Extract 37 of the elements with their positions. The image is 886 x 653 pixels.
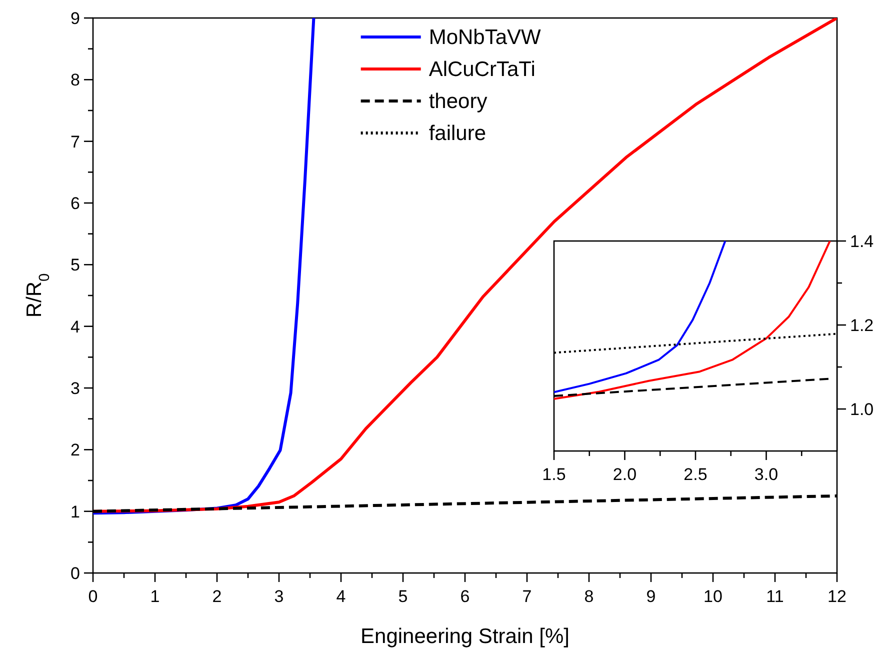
y-tick-label: 0 [70,564,80,583]
y-tick-label: 8 [70,70,80,90]
legend-label: failure [428,122,486,145]
y-tick-label: 9 [70,8,80,28]
x-tick-label: 6 [460,587,470,606]
x-tick-label: 8 [584,587,594,606]
y-tick-label: 6 [70,194,80,213]
y-tick-label: 5 [70,256,80,275]
x-tick-label: 4 [336,587,346,606]
y-tick-label: 4 [70,317,80,336]
y-tick-label: 1 [70,502,80,522]
y-tick-label: 2 [70,440,80,460]
x-axis-title: Engineering Strain [%] [360,625,570,648]
y-tick-label: 3 [70,378,80,398]
x-tick-label: 3 [274,587,284,606]
x-tick-label: 0 [88,587,98,606]
y-tick-label: 7 [70,132,80,152]
legend-label: AlCuCrTaTi [428,58,536,81]
x-tick-label: 12 [828,587,846,606]
x-tick-label: 2 [212,587,222,606]
x-tick-label: 2.5 [684,465,708,484]
x-tick-label: 1 [150,587,160,606]
legend-label: MoNbTaVW [428,26,542,49]
x-tick-label: 11 [766,587,784,606]
legend-label: theory [428,90,488,113]
y-tick-label: 1.0 [850,400,874,419]
y-tick-label: 1.4 [850,232,874,251]
line-series [554,241,831,400]
x-tick-label: 10 [704,587,722,606]
x-tick-label: 7 [522,587,532,606]
x-tick-label: 1.5 [542,465,566,484]
x-tick-label: 9 [646,587,656,606]
line-series [554,241,726,394]
y-tick-label: 1.2 [850,316,874,335]
x-tick-label: 3.0 [754,465,778,484]
x-tick-label: 5 [398,587,408,606]
x-tick-label: 2.0 [612,465,637,484]
